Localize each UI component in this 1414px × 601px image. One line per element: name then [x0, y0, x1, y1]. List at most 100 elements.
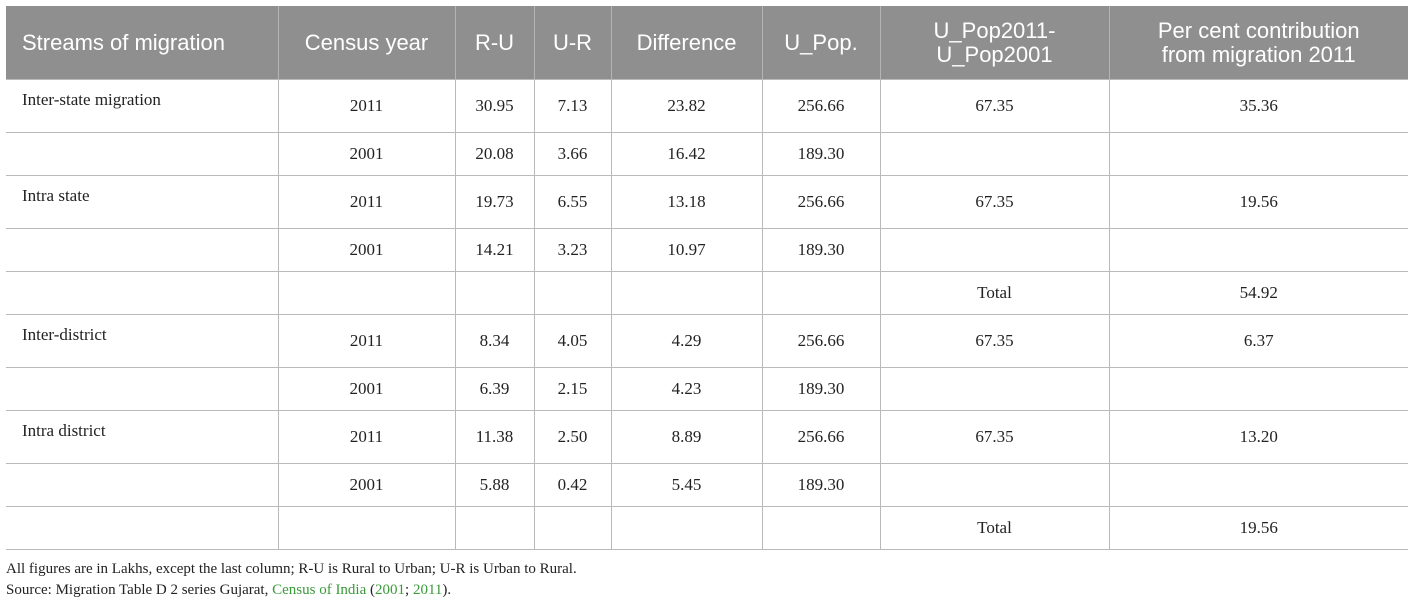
- table-header-row: Streams of migration Census year R-U U-R…: [6, 6, 1408, 80]
- table-row: 2001 6.39 2.15 4.23 189.30: [6, 367, 1408, 411]
- cell-u-pop-difference: 67.35: [879, 175, 1110, 229]
- cell-difference: 4.23: [610, 367, 763, 411]
- header-u-pop: U_Pop.: [761, 6, 880, 80]
- cell-stream: [6, 367, 279, 411]
- cell-stream: Intra district: [6, 410, 279, 464]
- cell-census-year: 2001: [277, 463, 456, 507]
- header-per-cent-contribution-line2: from migration 2011: [1161, 41, 1356, 67]
- cell-stream: [6, 271, 279, 315]
- table-row: Inter-district 2011 8.34 4.05 4.29 256.66 67.3…: [6, 314, 1408, 368]
- cell-stream: Intra state: [6, 175, 279, 229]
- source-separator: ;: [405, 582, 413, 598]
- table-row: 2001 14.21 3.23 10.97 189.30: [6, 228, 1408, 272]
- cell-u-pop: [761, 271, 881, 315]
- cell-r-u: [454, 506, 535, 550]
- cell-r-u: [454, 271, 535, 315]
- source-open-paren: (: [366, 582, 376, 598]
- cell-u-r: 2.50: [533, 410, 612, 464]
- source-close-paren: ).: [442, 582, 452, 598]
- cell-stream: Inter-district: [6, 314, 279, 368]
- header-r-u: R-U: [454, 6, 534, 80]
- cell-census-year: 2011: [277, 314, 456, 368]
- cell-u-r: 0.42: [533, 463, 612, 507]
- cell-difference: [610, 506, 763, 550]
- cell-r-u: 11.38: [454, 410, 535, 464]
- cell-u-pop-difference: [879, 228, 1110, 272]
- cell-u-r: [533, 506, 612, 550]
- cell-u-pop-difference: 67.35: [879, 79, 1110, 133]
- table-row: Total 19.56: [6, 506, 1408, 550]
- cell-per-cent-contribution: 19.56: [1108, 506, 1408, 550]
- table-notes: All figures are in Lakhs, except the las…: [6, 559, 1408, 601]
- cell-census-year: 2011: [277, 79, 456, 133]
- cell-difference: 4.29: [610, 314, 763, 368]
- cell-r-u: 6.39: [454, 367, 535, 411]
- cell-u-pop-difference: 67.35: [879, 314, 1110, 368]
- cell-u-pop: 189.30: [761, 367, 881, 411]
- cell-per-cent-contribution: [1108, 367, 1408, 411]
- cell-u-pop: [761, 506, 881, 550]
- cell-difference: 13.18: [610, 175, 763, 229]
- cell-u-r: 7.13: [533, 79, 612, 133]
- table-source: Source: Migration Table D 2 series Gujar…: [6, 580, 1408, 601]
- cell-r-u: 19.73: [454, 175, 535, 229]
- cell-r-u: 30.95: [454, 79, 535, 133]
- cell-r-u: 20.08: [454, 132, 535, 176]
- cell-per-cent-contribution: [1108, 463, 1408, 507]
- table-footnote: All figures are in Lakhs, except the las…: [6, 561, 577, 577]
- cell-u-pop: 256.66: [761, 410, 881, 464]
- cell-stream: [6, 506, 279, 550]
- cell-difference: [610, 271, 763, 315]
- source-link-2001[interactable]: 2001: [375, 582, 406, 598]
- cell-per-cent-contribution: 19.56: [1108, 175, 1408, 229]
- table-row: Intra state 2011 19.73 6.55 13.18 256.66 67.35…: [6, 175, 1408, 229]
- cell-census-year: 2001: [277, 132, 456, 176]
- header-per-cent-contribution: Per cent contribution from migration 201…: [1108, 6, 1408, 80]
- cell-per-cent-contribution: 6.37: [1108, 314, 1408, 368]
- header-streams-of-migration: Streams of migration: [6, 6, 278, 80]
- source-link-census-of-india[interactable]: Census of India: [272, 582, 367, 598]
- cell-per-cent-contribution: 54.92: [1108, 271, 1408, 315]
- header-census-year: Census year: [277, 6, 455, 80]
- cell-u-pop-difference: [879, 132, 1110, 176]
- table-row: 2001 5.88 0.42 5.45 189.30: [6, 463, 1408, 507]
- cell-u-pop: 256.66: [761, 79, 881, 133]
- cell-census-year: [277, 271, 456, 315]
- table-row: Total 54.92: [6, 271, 1408, 315]
- migration-table: Streams of migration Census year R-U U-R…: [6, 6, 1408, 550]
- cell-u-pop-difference: Total: [879, 506, 1110, 550]
- cell-r-u: 8.34: [454, 314, 535, 368]
- cell-u-pop: 189.30: [761, 463, 881, 507]
- migration-table-container: Streams of migration Census year R-U U-R…: [6, 6, 1408, 601]
- header-difference: Difference: [610, 6, 762, 80]
- cell-census-year: 2011: [277, 175, 456, 229]
- header-u-pop-difference: U_Pop2011- U_Pop2001: [879, 6, 1109, 80]
- cell-census-year: 2001: [277, 228, 456, 272]
- source-link-2011[interactable]: 2011: [412, 582, 443, 598]
- cell-u-r: 4.05: [533, 314, 612, 368]
- table-row: 2001 20.08 3.66 16.42 189.30: [6, 132, 1408, 176]
- cell-u-pop-difference: [879, 367, 1110, 411]
- cell-u-r: 6.55: [533, 175, 612, 229]
- cell-u-r: [533, 271, 612, 315]
- header-u-pop-difference-line2: U_Pop2001: [936, 41, 1053, 67]
- cell-stream: [6, 463, 279, 507]
- cell-stream: Inter-state migration: [6, 79, 279, 133]
- cell-census-year: 2011: [277, 410, 456, 464]
- cell-per-cent-contribution: 13.20: [1108, 410, 1408, 464]
- cell-u-pop-difference: Total: [879, 271, 1110, 315]
- header-u-r: U-R: [533, 6, 611, 80]
- cell-u-pop: 256.66: [761, 314, 881, 368]
- cell-census-year: 2001: [277, 367, 456, 411]
- cell-u-pop-difference: 67.35: [879, 410, 1110, 464]
- cell-stream: [6, 132, 279, 176]
- cell-u-r: 3.66: [533, 132, 612, 176]
- cell-u-pop: 189.30: [761, 132, 881, 176]
- table-row: Intra district 2011 11.38 2.50 8.89 256.66 67.…: [6, 410, 1408, 464]
- cell-per-cent-contribution: [1108, 132, 1408, 176]
- header-u-pop-difference-line1: U_Pop2011-: [933, 17, 1056, 43]
- cell-r-u: 14.21: [454, 228, 535, 272]
- cell-difference: 23.82: [610, 79, 763, 133]
- cell-u-pop: 189.30: [761, 228, 881, 272]
- cell-u-pop-difference: [879, 463, 1110, 507]
